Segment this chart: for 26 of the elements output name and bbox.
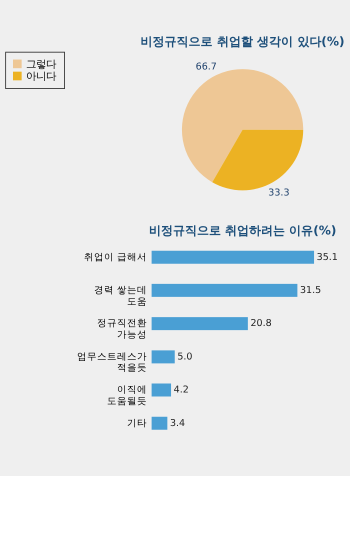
pie-slice [182, 69, 304, 182]
bar [152, 416, 168, 430]
bar [152, 384, 172, 397]
data-label: 35.1 [316, 252, 338, 263]
y-tick-label: 경력 쌓는데 도움 [94, 285, 147, 308]
bar [152, 250, 314, 264]
legend-label: 그렇다 [26, 58, 56, 70]
y-tick-label: 정규직전환 가능성 [96, 318, 147, 340]
y-tick-label: 취업이 급해서 [84, 252, 147, 263]
legend-label: 아니다 [26, 70, 56, 82]
bar [152, 284, 298, 297]
y-tick-label: 이직에 도움될듯 [106, 384, 147, 407]
y-tick-label: 기타 [126, 418, 147, 429]
data-label: 20.8 [250, 318, 272, 330]
data-label: 33.3 [268, 187, 290, 198]
data-label: 5.0 [177, 351, 192, 362]
data-label: 3.4 [170, 418, 186, 429]
chart-title: 비정규직으로 취업하려는 이유(%) [148, 224, 336, 238]
chart-title: 비정규직으로 취업할 생각이 있다(%) [140, 34, 345, 49]
data-label: 66.7 [196, 61, 217, 72]
pie-slice [212, 130, 304, 190]
data-label: 4.2 [174, 384, 189, 396]
data-label: 31.5 [300, 285, 322, 296]
bar [152, 350, 175, 364]
bar [152, 317, 248, 330]
y-tick-label: 업무스트레스가 적을듯 [76, 351, 147, 374]
